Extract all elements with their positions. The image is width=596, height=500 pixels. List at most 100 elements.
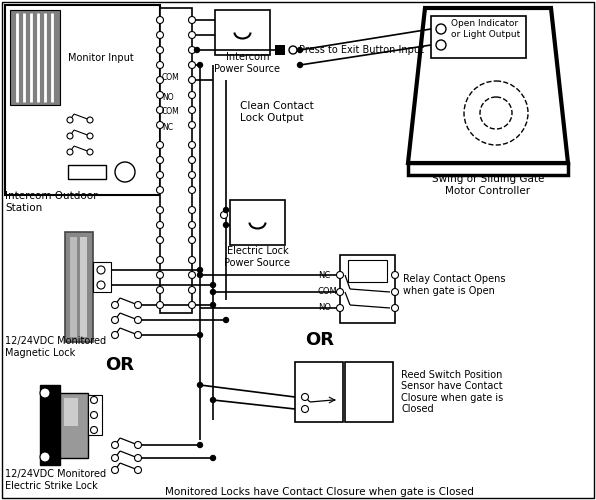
Text: Swing or Sliding Gate
Motor Controller: Swing or Sliding Gate Motor Controller xyxy=(432,174,544,196)
Text: 12/24VDC Monitored
Electric Strike Lock: 12/24VDC Monitored Electric Strike Lock xyxy=(5,469,106,491)
Circle shape xyxy=(210,456,216,460)
Circle shape xyxy=(135,316,141,324)
Text: OR: OR xyxy=(105,356,135,374)
Circle shape xyxy=(188,122,195,128)
Circle shape xyxy=(188,186,195,194)
Circle shape xyxy=(392,288,399,296)
Circle shape xyxy=(40,452,50,462)
Circle shape xyxy=(135,454,141,462)
Circle shape xyxy=(91,426,98,434)
Text: Open Indicator
or Light Output: Open Indicator or Light Output xyxy=(451,20,520,38)
Circle shape xyxy=(188,222,195,228)
Circle shape xyxy=(111,316,119,324)
Bar xyxy=(10,10,60,105)
Text: NC: NC xyxy=(162,122,173,132)
Text: Clean Contact
Lock Output: Clean Contact Lock Output xyxy=(240,101,313,123)
Bar xyxy=(295,362,343,422)
Bar xyxy=(80,237,87,337)
Circle shape xyxy=(87,133,93,139)
Circle shape xyxy=(157,92,163,98)
Circle shape xyxy=(157,106,163,114)
Circle shape xyxy=(436,40,446,50)
Circle shape xyxy=(188,286,195,294)
Circle shape xyxy=(157,256,163,264)
Circle shape xyxy=(67,117,73,123)
Circle shape xyxy=(188,92,195,98)
Circle shape xyxy=(97,281,105,289)
Circle shape xyxy=(188,236,195,244)
Text: NO: NO xyxy=(162,92,173,102)
Circle shape xyxy=(157,286,163,294)
Bar xyxy=(408,163,568,175)
Circle shape xyxy=(111,454,119,462)
Circle shape xyxy=(135,302,141,308)
Circle shape xyxy=(157,122,163,128)
Bar xyxy=(65,232,93,342)
Circle shape xyxy=(111,466,119,473)
Circle shape xyxy=(224,318,228,322)
Circle shape xyxy=(157,156,163,164)
Bar xyxy=(64,398,78,426)
Circle shape xyxy=(157,62,163,68)
Circle shape xyxy=(197,268,203,272)
Circle shape xyxy=(157,236,163,244)
Circle shape xyxy=(188,62,195,68)
Circle shape xyxy=(188,106,195,114)
Circle shape xyxy=(480,97,512,129)
Text: COM: COM xyxy=(318,288,338,296)
Bar xyxy=(5,5,160,195)
Circle shape xyxy=(194,48,200,52)
Circle shape xyxy=(337,288,343,296)
Bar xyxy=(40,385,60,465)
Circle shape xyxy=(188,206,195,214)
Text: Press to Exit Button Input: Press to Exit Button Input xyxy=(299,45,424,55)
Circle shape xyxy=(197,272,203,278)
Text: NC: NC xyxy=(318,270,330,280)
Circle shape xyxy=(188,302,195,308)
Circle shape xyxy=(302,406,309,412)
Text: COM: COM xyxy=(162,108,180,116)
Circle shape xyxy=(188,46,195,54)
Circle shape xyxy=(157,206,163,214)
Circle shape xyxy=(197,332,203,338)
Bar xyxy=(68,165,106,179)
Circle shape xyxy=(157,272,163,278)
Bar xyxy=(88,395,102,435)
Text: Reed Switch Position
Sensor have Contact
Closure when gate is
Closed: Reed Switch Position Sensor have Contact… xyxy=(401,370,503,414)
Text: NO: NO xyxy=(318,304,331,312)
Circle shape xyxy=(157,222,163,228)
Circle shape xyxy=(91,412,98,418)
Bar xyxy=(230,200,285,245)
Circle shape xyxy=(221,212,228,218)
Circle shape xyxy=(224,208,228,212)
Bar xyxy=(93,262,111,292)
Circle shape xyxy=(188,156,195,164)
Circle shape xyxy=(115,162,135,182)
Circle shape xyxy=(97,266,105,274)
Bar xyxy=(215,10,270,55)
Bar xyxy=(431,16,526,58)
Circle shape xyxy=(392,272,399,278)
Circle shape xyxy=(157,32,163,38)
Circle shape xyxy=(67,133,73,139)
Bar xyxy=(345,362,393,422)
Circle shape xyxy=(210,290,216,294)
Circle shape xyxy=(157,302,163,308)
Circle shape xyxy=(337,304,343,312)
Circle shape xyxy=(297,62,303,68)
Bar xyxy=(348,260,387,282)
Circle shape xyxy=(210,398,216,402)
Bar xyxy=(340,255,395,323)
Text: COM: COM xyxy=(162,74,180,82)
Circle shape xyxy=(157,172,163,178)
Circle shape xyxy=(157,46,163,54)
Circle shape xyxy=(188,16,195,24)
Circle shape xyxy=(224,222,228,228)
Text: OR: OR xyxy=(306,331,334,349)
Circle shape xyxy=(67,149,73,155)
Circle shape xyxy=(157,186,163,194)
Bar xyxy=(60,393,88,458)
Circle shape xyxy=(157,16,163,24)
Circle shape xyxy=(135,332,141,338)
Circle shape xyxy=(436,24,446,34)
